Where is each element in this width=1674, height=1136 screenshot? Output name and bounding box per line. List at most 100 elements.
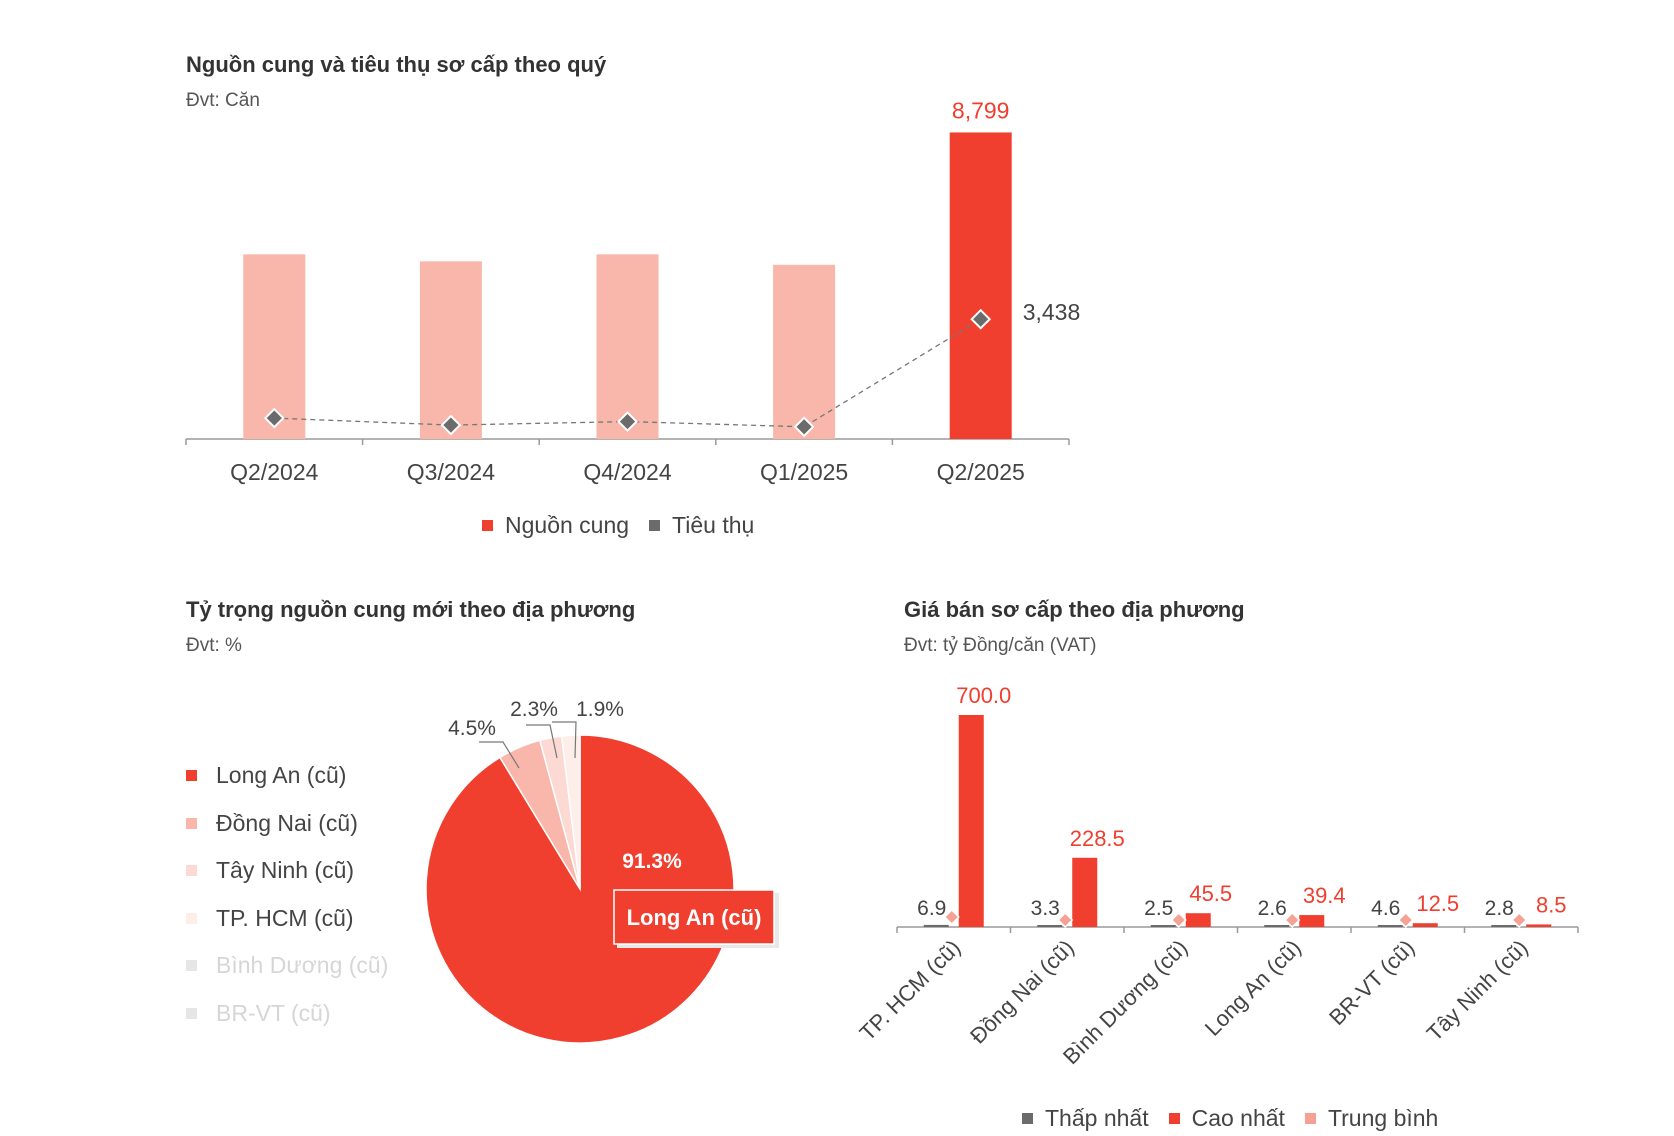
legend-item-tay-ninh-cu: Tây Ninh (cũ) xyxy=(186,847,388,895)
legend-swatch-tieu-thu xyxy=(649,520,661,531)
x-tick-label-q4-2024: Q4/2024 xyxy=(583,459,671,485)
marker-trung-binh-tp-hcm-cu xyxy=(943,908,960,926)
chart3-legend: Thấp nhất Cao nhất Trung bình xyxy=(1022,1105,1458,1132)
legend-label-binh-duong-cu: Bình Dương (cũ) xyxy=(216,952,389,979)
bar-cao-nhat-br-vt-cu xyxy=(1412,923,1438,927)
legend-label-tay-ninh-cu: Tây Ninh (cũ) xyxy=(216,857,355,884)
marker-label-tieu-thu-q2-2025: 3,438 xyxy=(1023,299,1081,325)
pie-slice-tp-hcm-cu xyxy=(560,734,581,890)
legend-item-nguon-cung: Nguồn cung xyxy=(482,512,629,539)
marker-tieu-thu-q1-2025 xyxy=(793,416,815,438)
chart3-title: Giá bán sơ cấp theo địa phương xyxy=(904,597,1245,622)
bar-label-thap-nhat-br-vt-cu: 4.6 xyxy=(1371,897,1400,920)
legend-swatch-thap-nhat xyxy=(1022,1113,1033,1124)
chart2-unit: Đvt: % xyxy=(186,635,242,656)
bar-label-cao-nhat-binh-duong-cu: 45.5 xyxy=(1189,881,1232,906)
pie-leader-dong-nai-cu xyxy=(479,741,520,769)
bar-label-thap-nhat-dong-nai-cu: 3.3 xyxy=(1031,897,1060,920)
pie-leader-tp-hcm-cu xyxy=(552,721,577,759)
bar-cao-nhat-tay-ninh-cu xyxy=(1526,924,1552,927)
x-tick-label-binh-duong-cu: Bình Dương (cũ) xyxy=(1058,935,1192,1069)
legend-label-br-vt-cu: BR-VT (cũ) xyxy=(216,999,331,1026)
marker-trung-binh-tay-ninh-cu xyxy=(1511,911,1528,929)
legend-item-tieu-thu: Tiêu thụ xyxy=(649,512,754,539)
bar-cao-nhat-tp-hcm-cu xyxy=(958,715,984,927)
bar-label-nguon-cung-q2-2025: 8,799 xyxy=(952,97,1010,123)
legend-swatch-nguon-cung xyxy=(482,520,493,531)
x-tick-label-q2-2024: Q2/2024 xyxy=(230,459,318,485)
legend-label-nguon-cung: Nguồn cung xyxy=(505,512,630,538)
bar-label-cao-nhat-tp-hcm-cu: 700.0 xyxy=(956,683,1011,708)
legend-swatch-dong-nai-cu xyxy=(186,817,197,829)
marker-tieu-thu-q2-2025 xyxy=(970,308,992,330)
bar-thap-nhat-long-an-cu xyxy=(1264,925,1290,927)
legend-swatch-long-an-cu xyxy=(186,770,197,782)
x-tick-label-q3-2024: Q3/2024 xyxy=(407,459,495,485)
legend-item-br-vt-cu: BR-VT (cũ) xyxy=(186,990,388,1038)
x-tick-label-br-vt-cu: BR-VT (cũ) xyxy=(1324,935,1419,1030)
bar-thap-nhat-tp-hcm-cu xyxy=(923,924,949,927)
chart2-title: Tỷ trọng nguồn cung mới theo địa phương xyxy=(186,597,636,622)
pie-label-long-an: 91.3% xyxy=(622,850,682,873)
legend-item-dong-nai-cu: Đồng Nai (cũ) xyxy=(186,800,388,848)
legend-item-trung-binh: Trung bình xyxy=(1304,1105,1439,1132)
bar-nguon-cung-q3-2024 xyxy=(419,261,482,439)
x-tick-label-q1-2025: Q1/2025 xyxy=(760,459,848,485)
pie-callout-box xyxy=(613,889,775,945)
x-tick-label-q2-2025: Q2/2025 xyxy=(937,459,1025,485)
marker-tieu-thu-q4-2024 xyxy=(617,411,638,432)
bar-thap-nhat-tay-ninh-cu xyxy=(1491,925,1517,927)
legend-label-thap-nhat: Thấp nhất xyxy=(1045,1105,1149,1131)
legend-item-thap-nhat: Thấp nhất xyxy=(1022,1105,1149,1132)
bar-label-cao-nhat-tay-ninh-cu: 8.5 xyxy=(1536,892,1567,917)
marker-tieu-thu-q3-2024 xyxy=(440,414,462,436)
legend-item-tp-hcm-cu: TP. HCM (cũ) xyxy=(186,895,388,943)
chart3-unit: Đvt: tỷ Đồng/căn (VAT) xyxy=(904,635,1097,656)
legend-swatch-br-vt-cu xyxy=(186,1007,197,1019)
marker-trung-binh-long-an-cu xyxy=(1284,911,1301,929)
pie-label-tay-ninh-cu: 2.3% xyxy=(510,698,558,721)
legend-label-dong-nai-cu: Đồng Nai (cũ) xyxy=(216,809,358,836)
x-tick-label-tp-hcm-cu: TP. HCM (cũ) xyxy=(855,935,966,1046)
legend-swatch-tay-ninh-cu xyxy=(186,865,197,877)
legend-label-tieu-thu: Tiêu thụ xyxy=(672,512,755,538)
chart1-legend: Nguồn cung Tiêu thụ xyxy=(482,512,774,539)
chart2-legend: Long An (cũ) Đồng Nai (cũ) Tây Ninh (cũ) TP… xyxy=(186,752,388,1037)
marker-trung-binh-dong-nai-cu xyxy=(1057,911,1074,929)
legend-swatch-tp-hcm-cu xyxy=(186,912,197,924)
legend-label-trung-binh: Trung bình xyxy=(1327,1105,1439,1131)
legend-item-cao-nhat: Cao nhất xyxy=(1168,1105,1285,1132)
legend-label-cao-nhat: Cao nhất xyxy=(1191,1105,1285,1131)
bar-nguon-cung-q4-2024 xyxy=(596,254,659,439)
legend-label-long-an-cu: Long An (cũ) xyxy=(216,762,347,789)
legend-swatch-binh-duong-cu xyxy=(186,960,197,972)
pie-leader-tay-ninh-cu xyxy=(526,724,558,759)
bar-label-cao-nhat-dong-nai-cu: 228.5 xyxy=(1070,826,1125,851)
bar-label-cao-nhat-br-vt-cu: 12.5 xyxy=(1416,891,1459,916)
bar-label-thap-nhat-tp-hcm-cu: 6.9 xyxy=(917,897,946,920)
pie-callout-label: Long An (cũ) xyxy=(627,905,762,930)
legend-swatch-cao-nhat xyxy=(1168,1113,1180,1124)
bar-label-cao-nhat-long-an-cu: 39.4 xyxy=(1303,883,1346,908)
legend-label-tp-hcm-cu: TP. HCM (cũ) xyxy=(216,904,354,931)
chart1-unit: Đvt: Căn xyxy=(186,90,260,111)
bar-cao-nhat-dong-nai-cu xyxy=(1072,857,1098,927)
marker-trung-binh-br-vt-cu xyxy=(1397,911,1414,929)
marker-trung-binh-binh-duong-cu xyxy=(1170,911,1187,929)
chart1-title: Nguồn cung và tiêu thụ sơ cấp theo quý xyxy=(186,52,607,77)
bar-nguon-cung-q1-2025 xyxy=(773,264,836,439)
bar-thap-nhat-br-vt-cu xyxy=(1377,925,1403,927)
x-tick-label-tay-ninh-cu: Tây Ninh (cũ) xyxy=(1422,935,1533,1046)
legend-item-long-an-cu: Long An (cũ) xyxy=(186,752,388,800)
bar-label-thap-nhat-binh-duong-cu: 2.5 xyxy=(1144,897,1173,920)
x-tick-label-dong-nai-cu: Đồng Nai (cũ) xyxy=(965,935,1079,1049)
x-tick-label-long-an-cu: Long An (cũ) xyxy=(1200,935,1306,1041)
pie-label-dong-nai-cu: 4.5% xyxy=(448,717,496,740)
bar-thap-nhat-binh-duong-cu xyxy=(1150,925,1176,927)
marker-tieu-thu-q2-2024 xyxy=(263,407,285,429)
bar-cao-nhat-long-an-cu xyxy=(1299,915,1325,927)
bar-nguon-cung-q2-2025 xyxy=(949,132,1012,439)
bar-label-thap-nhat-long-an-cu: 2.6 xyxy=(1258,897,1287,920)
pie-label-tp-hcm-cu: 1.9% xyxy=(576,698,624,721)
